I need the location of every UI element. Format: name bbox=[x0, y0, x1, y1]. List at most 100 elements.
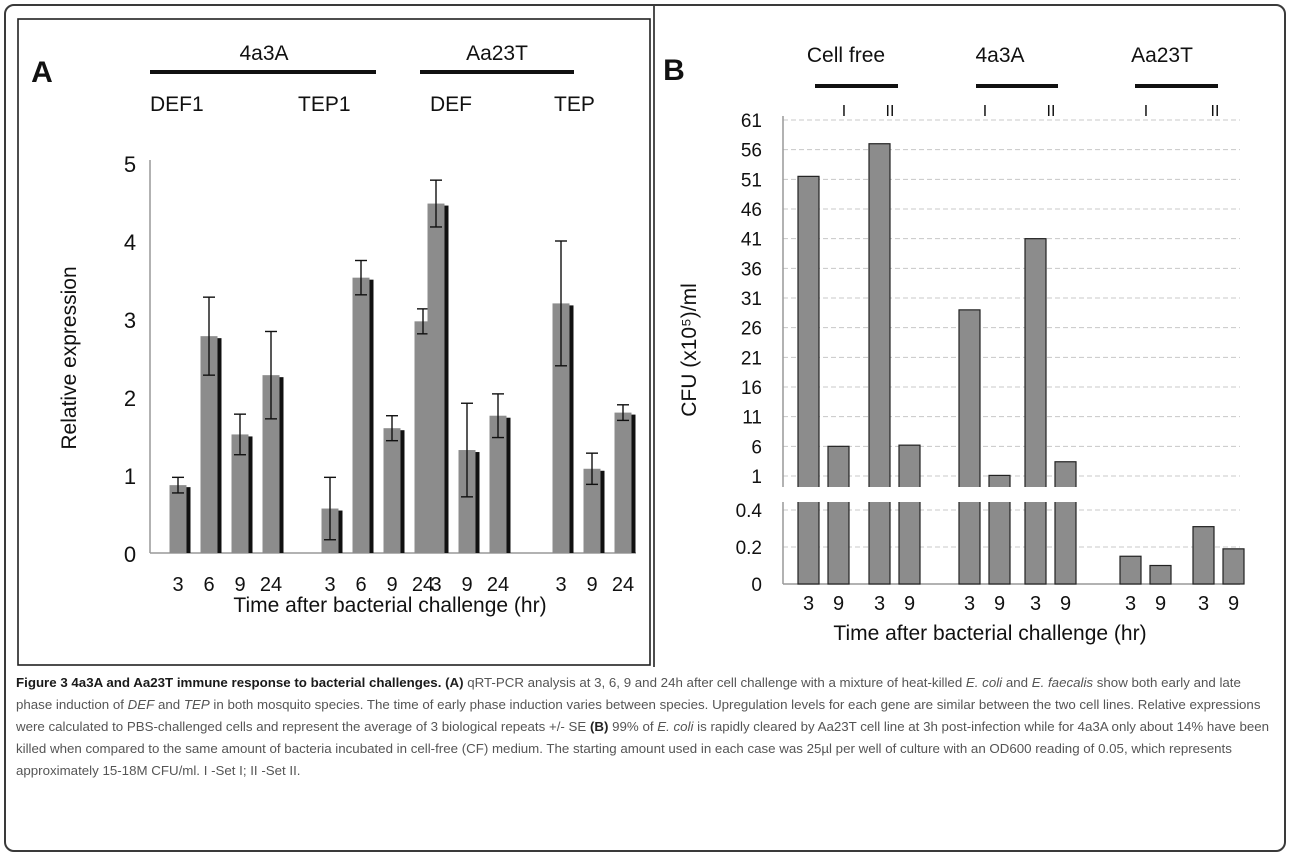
caption-a-text2: show both early and late phase induction… bbox=[16, 675, 1241, 712]
panel-a-ytick: 4 bbox=[124, 230, 136, 255]
panel-b-xtick: 3 bbox=[874, 593, 885, 615]
panel-b-axis-break bbox=[776, 487, 1244, 502]
figure-caption: Figure 3 4a3A and Aa23T immune response … bbox=[16, 672, 1278, 782]
panel-a-ytick: 2 bbox=[124, 386, 136, 411]
caption-and2: and bbox=[154, 697, 184, 712]
panel-b-ytick: 0.2 bbox=[736, 538, 762, 559]
panel-b-ytick: 21 bbox=[741, 348, 762, 369]
panel-b-xtick: 9 bbox=[1228, 593, 1239, 615]
panel-b-ytick: 41 bbox=[741, 230, 762, 251]
panel-a-gene-label: TEP bbox=[554, 93, 595, 116]
panel-b-ytick: 61 bbox=[741, 111, 762, 132]
panel-b-bar bbox=[1119, 555, 1142, 585]
panel-b-xtick: 9 bbox=[994, 593, 1005, 615]
panel-a-group-label: 4a3A bbox=[239, 42, 288, 65]
panel-b-ytick: 6 bbox=[751, 437, 762, 458]
panel-b-xtick: 9 bbox=[1155, 593, 1166, 615]
panel-b-bar bbox=[988, 474, 1011, 585]
panel-b-ytick: 46 bbox=[741, 200, 762, 221]
caption-and: and bbox=[1002, 675, 1032, 690]
panel-a-ytick: 1 bbox=[124, 464, 136, 489]
panel-b-ytick: 51 bbox=[741, 170, 762, 191]
panel-a-xtick: 3 bbox=[555, 574, 566, 596]
panel-a-xtick: 24 bbox=[260, 574, 282, 596]
panel-b-bar bbox=[1149, 564, 1172, 585]
panel-a-bar bbox=[614, 412, 632, 553]
panel-a-xtick: 9 bbox=[586, 574, 597, 596]
panel-b-ytick: 11 bbox=[742, 408, 762, 429]
panel-b-xtick: 9 bbox=[1060, 593, 1071, 615]
panel-b-xtick: 9 bbox=[904, 593, 915, 615]
panel-a-bar bbox=[414, 321, 432, 553]
panel-a-bar bbox=[169, 485, 187, 553]
panel-a-group-label: Aa23T bbox=[466, 42, 528, 65]
panel-b-ylabel: CFU (x10⁵)/ml bbox=[678, 283, 701, 417]
panel-a-xlabel: Time after bacterial challenge (hr) bbox=[233, 594, 546, 617]
panel-b-letter: B bbox=[663, 54, 685, 87]
panel-b-xlabel: Time after bacterial challenge (hr) bbox=[833, 622, 1146, 645]
panel-a-ytick: 5 bbox=[124, 152, 136, 177]
panel-b-ytick: 0 bbox=[751, 575, 762, 596]
panel-a-bar bbox=[583, 468, 601, 553]
panel-a-bar bbox=[383, 428, 401, 553]
panel-a-xtick: 24 bbox=[612, 574, 634, 596]
caption-def: DEF bbox=[127, 697, 155, 712]
panel-b-ytick: 1 bbox=[751, 467, 762, 488]
panel-b-bar bbox=[1222, 548, 1245, 585]
caption-label: Figure 3 4a3A and Aa23T immune response … bbox=[16, 675, 442, 690]
panel-b-xtick: 3 bbox=[964, 593, 975, 615]
panel-a-xtick: 9 bbox=[234, 574, 245, 596]
caption-a-text3: in both mosquito species. The time of ea… bbox=[16, 697, 1261, 734]
panel-b-set-label: II bbox=[1047, 103, 1056, 120]
caption-b-text2: is rapidly cleared by Aa23T cell line at… bbox=[16, 719, 1270, 778]
caption-ecoli: E. coli bbox=[965, 675, 1003, 690]
panel-a-bar bbox=[489, 415, 507, 553]
panel-b-xtick: 9 bbox=[833, 593, 844, 615]
panel-a-bar bbox=[352, 277, 370, 553]
panel-a-bar bbox=[262, 375, 280, 553]
caption-a-tag: (A) bbox=[445, 675, 464, 690]
panel-a-bar bbox=[427, 203, 445, 553]
panel-b-ytick: 56 bbox=[741, 141, 762, 162]
caption-ecoli-2: E. coli bbox=[657, 719, 694, 734]
panel-b-xtick: 3 bbox=[1030, 593, 1041, 615]
panel-a-xtick: 9 bbox=[461, 574, 472, 596]
panel-b-set-label: I bbox=[983, 103, 987, 120]
panel-a-ytick: 3 bbox=[124, 308, 136, 333]
figure-panels: A B 0 1 2 3 4 5 Relative expression Time after ba… bbox=[17, 6, 1245, 667]
panel-a-xtick: 3 bbox=[324, 574, 335, 596]
panel-a-xtick: 24 bbox=[412, 574, 434, 596]
panel-b-bar bbox=[1192, 526, 1215, 585]
panel-b-bar bbox=[868, 143, 891, 585]
panel-b-bar bbox=[827, 445, 850, 585]
panel-b-ytick: 26 bbox=[741, 319, 762, 340]
panel-a-letter: A bbox=[31, 56, 53, 89]
panel-b-set-label: I bbox=[842, 103, 846, 120]
panel-a-xtick: 3 bbox=[172, 574, 183, 596]
panel-a-bar bbox=[458, 450, 476, 553]
panel-b-group-label: 4a3A bbox=[975, 44, 1024, 67]
panel-b-ytick: 36 bbox=[741, 259, 762, 280]
caption-a-text: qRT-PCR analysis at 3, 6, 9 and 24h afte… bbox=[463, 675, 966, 690]
panel-b-bar bbox=[898, 444, 921, 585]
caption-tep: TEP bbox=[183, 697, 210, 712]
panel-b-bar bbox=[797, 175, 820, 585]
panel-b-group-label: Cell free bbox=[807, 44, 885, 67]
panel-a-bar bbox=[200, 336, 218, 553]
panel-a-bar bbox=[231, 434, 249, 553]
panel-a-ytick: 0 bbox=[124, 542, 136, 567]
caption-efaecalis: E. faecalis bbox=[1031, 675, 1094, 690]
panel-b-ytick: 16 bbox=[741, 378, 762, 399]
panel-a-border bbox=[17, 18, 651, 666]
panel-b-xtick: 3 bbox=[1125, 593, 1136, 615]
panel-a-xtick: 6 bbox=[203, 574, 214, 596]
panel-a-gene-label: DEF1 bbox=[150, 93, 204, 116]
figure-frame bbox=[4, 4, 1286, 852]
panel-b-set-label: I bbox=[1144, 103, 1148, 120]
panel-a-ylabel: Relative expression bbox=[58, 266, 81, 449]
caption-b-tag: (B) bbox=[589, 719, 609, 734]
caption-b-text1: 99% of bbox=[608, 719, 658, 734]
panel-b-ytick: 31 bbox=[741, 289, 762, 310]
panel-a-gene-label: DEF bbox=[430, 93, 472, 116]
panel-a-xtick: 9 bbox=[386, 574, 397, 596]
